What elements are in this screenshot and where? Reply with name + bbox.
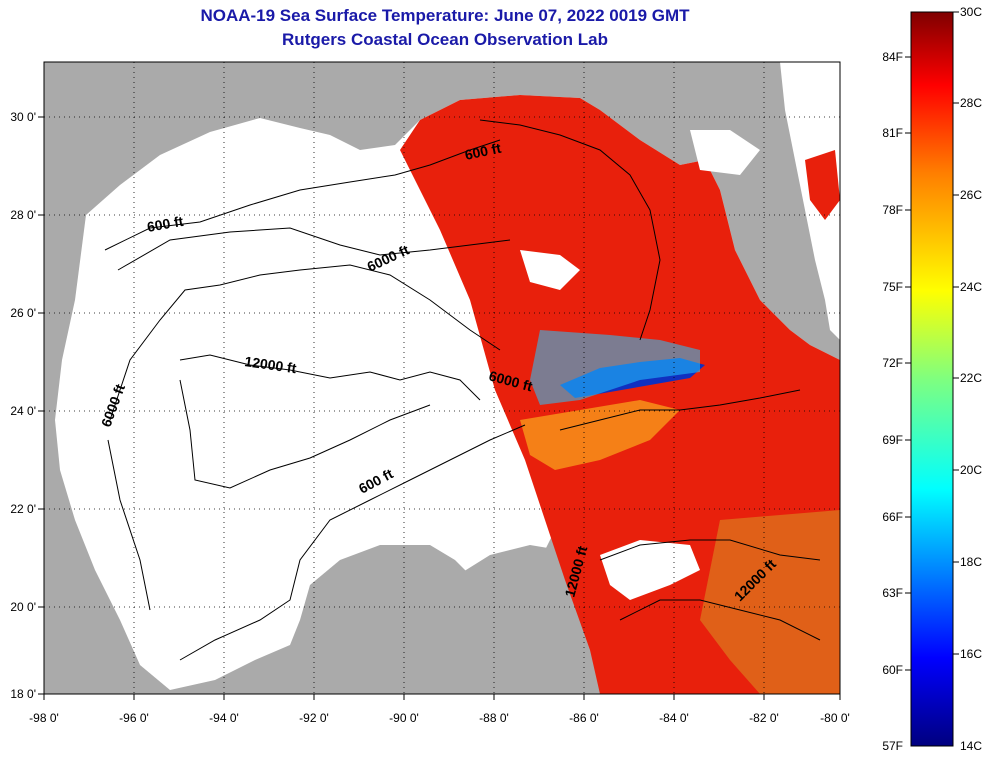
longitude-labels: -98 0' -96 0' -94 0' -92 0' -90 0' -88 0… (29, 711, 850, 725)
sst-caribbean-patch (700, 510, 840, 694)
colorbar-f-label: 75F (882, 280, 903, 294)
lon-tick-label: -96 0' (119, 711, 149, 725)
lon-tick-label: -82 0' (749, 711, 779, 725)
lon-tick-label: -92 0' (299, 711, 329, 725)
lat-tick-label: 28 0' (10, 208, 36, 222)
lon-tick-label: -98 0' (29, 711, 59, 725)
colorbar-f-label: 78F (882, 203, 903, 217)
axis-ticks (38, 116, 841, 700)
map-subtitle: Rutgers Coastal Ocean Observation Lab (282, 30, 608, 49)
bathymetry-contours (104, 119, 821, 661)
lat-tick-label: 26 0' (10, 306, 36, 320)
sst-cool-patch (530, 330, 700, 405)
colorbar-fahrenheit-labels: 84F 81F 78F 75F 72F 69F 66F 63F 60F 57F (882, 50, 903, 753)
colorbar-celsius-labels: 30C 28C 26C 24C 22C 20C 18C 16C 14C (960, 5, 982, 753)
contour-label: 600 ft (463, 140, 502, 163)
colorbar (910, 11, 954, 747)
colorbar-f-label: 81F (882, 126, 903, 140)
lat-tick-label: 20 0' (10, 600, 36, 614)
cloud-gap (600, 540, 700, 600)
lat-tick-label: 22 0' (10, 502, 36, 516)
atlantic-water (780, 62, 840, 340)
sst-atlantic-patch (805, 150, 840, 220)
colorbar-f-label: 84F (882, 50, 903, 64)
cloud-gap (690, 130, 760, 175)
graticule (44, 62, 840, 694)
lon-tick-label: -86 0' (569, 711, 599, 725)
colorbar-c-label: 20C (960, 463, 982, 477)
map-title: NOAA-19 Sea Surface Temperature: June 07… (200, 6, 690, 25)
colorbar-c-label: 18C (960, 555, 982, 569)
colorbar-c-label: 22C (960, 371, 982, 385)
colorbar-f-label: 63F (882, 586, 903, 600)
lat-tick-label: 30 0' (10, 110, 36, 124)
map-frame (43, 61, 841, 695)
contour-label: 12000 ft (244, 353, 298, 376)
latitude-labels: 30 0' 28 0' 26 0' 24 0' 22 0' 20 0' 18 0… (10, 110, 36, 701)
cloud-gap (520, 250, 580, 290)
colorbar-c-label: 30C (960, 5, 982, 19)
lat-tick-label: 24 0' (10, 404, 36, 418)
colorbar-f-label: 66F (882, 510, 903, 524)
lon-tick-label: -94 0' (209, 711, 239, 725)
lon-tick-label: -84 0' (659, 711, 689, 725)
colorbar-c-label: 16C (960, 647, 982, 661)
yucatan-land (410, 545, 600, 694)
colorbar-f-label: 72F (882, 356, 903, 370)
lon-tick-label: -90 0' (389, 711, 419, 725)
colorbar-f-label: 60F (882, 663, 903, 677)
colorbar-f-label: 69F (882, 433, 903, 447)
contour-label: 600 ft (146, 213, 185, 235)
sst-yellow-patch (520, 400, 680, 470)
colorbar-c-label: 14C (960, 739, 982, 753)
lon-tick-label: -80 0' (820, 711, 850, 725)
lon-tick-label: -88 0' (479, 711, 509, 725)
lat-tick-label: 18 0' (10, 687, 36, 701)
colorbar-c-label: 24C (960, 280, 982, 294)
colorbar-c-label: 28C (960, 96, 982, 110)
colorbar-ticks (905, 11, 959, 671)
colorbar-c-label: 26C (960, 188, 982, 202)
colorbar-f-label: 57F (882, 739, 903, 753)
